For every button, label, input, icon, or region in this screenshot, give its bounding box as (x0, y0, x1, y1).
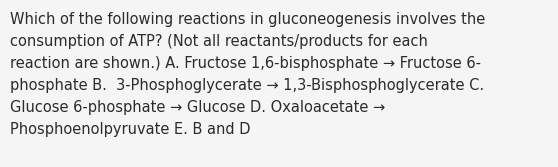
Text: reaction are shown.) A. Fructose 1,6-bisphosphate → Fructose 6-: reaction are shown.) A. Fructose 1,6-bis… (10, 56, 481, 71)
Text: Glucose 6-phosphate → Glucose D. Oxaloacetate →: Glucose 6-phosphate → Glucose D. Oxaloac… (10, 100, 385, 115)
Text: Phosphoenolpyruvate E. B and D: Phosphoenolpyruvate E. B and D (10, 122, 251, 137)
Text: consumption of ATP? (Not all reactants/products for each: consumption of ATP? (Not all reactants/p… (10, 34, 428, 49)
Text: phosphate B.  3-Phosphoglycerate → 1,3-Bisphosphoglycerate C.: phosphate B. 3-Phosphoglycerate → 1,3-Bi… (10, 78, 484, 93)
Text: Which of the following reactions in gluconeogenesis involves the: Which of the following reactions in gluc… (10, 12, 485, 27)
